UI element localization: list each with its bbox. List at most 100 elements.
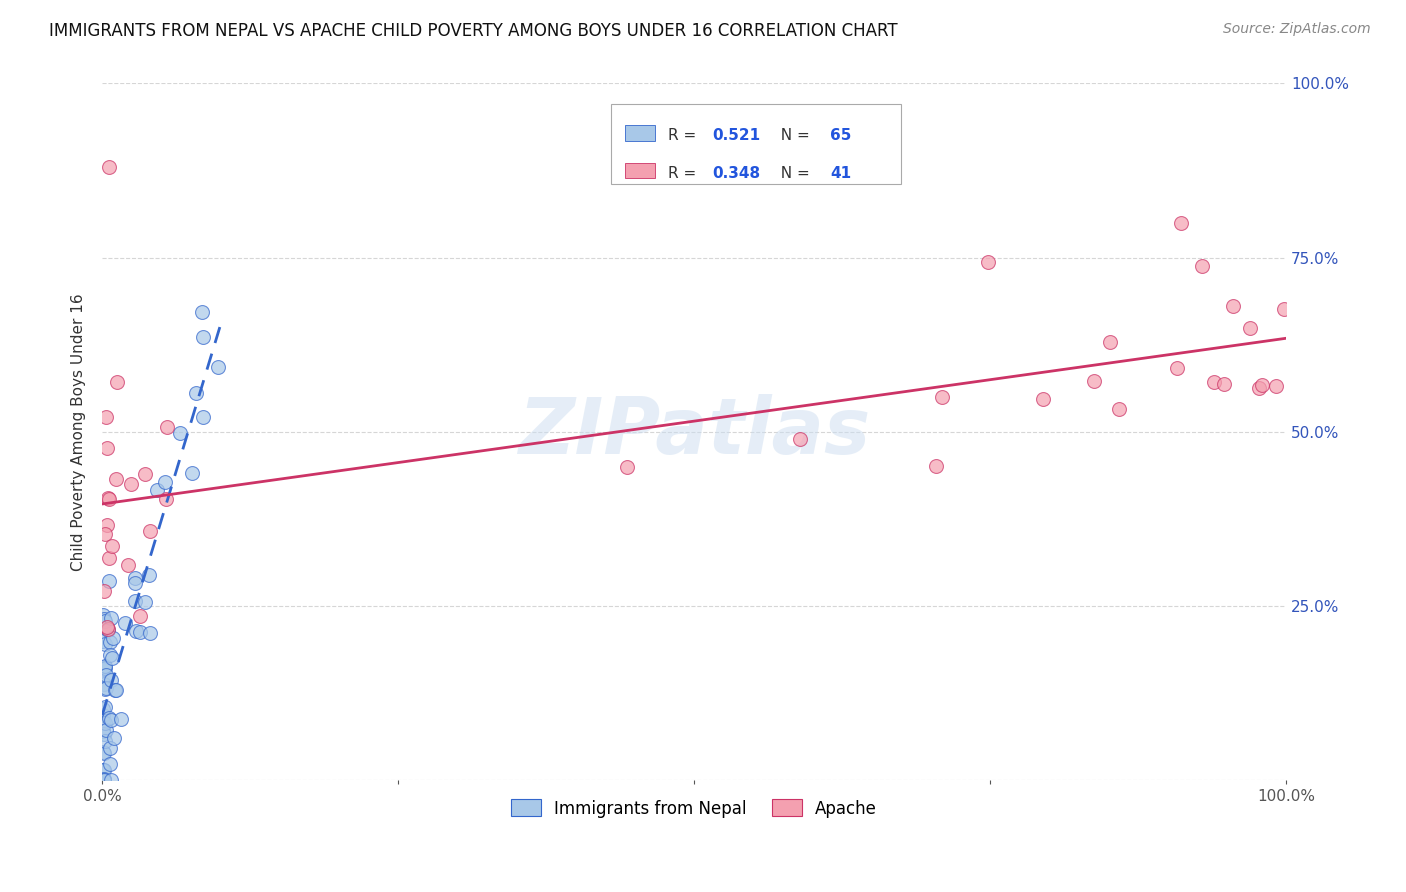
- FancyBboxPatch shape: [626, 125, 655, 141]
- Point: [94, 681, 117, 695]
- Point: [100, 673, 122, 687]
- Point: [93, 773, 115, 788]
- Text: 41: 41: [830, 166, 852, 181]
- Point: [97, 491, 120, 505]
- Point: [1083, 374, 1105, 388]
- Text: 65: 65: [830, 128, 852, 144]
- Point: [1108, 401, 1130, 416]
- Point: [1170, 216, 1192, 230]
- Point: [94, 723, 117, 738]
- Text: 0.521: 0.521: [711, 128, 761, 144]
- Point: [103, 731, 125, 746]
- Point: [100, 773, 122, 788]
- Point: [110, 712, 132, 726]
- Point: [114, 615, 136, 630]
- Point: [93, 638, 115, 652]
- Point: [93, 772, 115, 786]
- Point: [124, 571, 146, 585]
- Point: [105, 375, 128, 389]
- Point: [1032, 392, 1054, 406]
- Point: [94, 661, 117, 675]
- Point: [1098, 334, 1121, 349]
- Point: [155, 492, 177, 507]
- Point: [93, 746, 115, 760]
- Point: [789, 432, 811, 446]
- Point: [129, 608, 152, 623]
- Point: [104, 682, 127, 697]
- Point: [93, 773, 115, 788]
- Point: [96, 620, 118, 634]
- Point: [1249, 381, 1271, 395]
- Point: [1204, 375, 1226, 389]
- Point: [186, 386, 208, 401]
- Point: [91, 724, 114, 739]
- Point: [101, 651, 124, 665]
- Point: [93, 772, 115, 786]
- Point: [91, 707, 114, 722]
- Point: [91, 608, 114, 623]
- Point: [1251, 378, 1274, 392]
- Point: [138, 567, 160, 582]
- Point: [105, 683, 128, 698]
- Point: [100, 713, 122, 727]
- Text: R =: R =: [668, 166, 702, 181]
- Point: [146, 483, 169, 498]
- Point: [124, 624, 146, 639]
- Point: [139, 524, 162, 538]
- Point: [91, 702, 114, 716]
- Point: [124, 576, 146, 591]
- Point: [97, 711, 120, 725]
- Point: [181, 466, 204, 480]
- Point: [931, 390, 953, 404]
- Point: [101, 631, 124, 645]
- Point: [94, 614, 117, 628]
- Point: [129, 624, 152, 639]
- Point: [94, 659, 117, 673]
- Point: [91, 745, 114, 759]
- Text: IMMIGRANTS FROM NEPAL VS APACHE CHILD POVERTY AMONG BOYS UNDER 16 CORRELATION CH: IMMIGRANTS FROM NEPAL VS APACHE CHILD PO…: [49, 22, 898, 40]
- Point: [93, 726, 115, 740]
- Point: [104, 472, 127, 486]
- Point: [134, 467, 156, 481]
- Point: [169, 425, 191, 440]
- Point: [1191, 259, 1213, 273]
- Point: [96, 442, 118, 456]
- Point: [93, 611, 115, 625]
- Point: [93, 660, 115, 674]
- Point: [155, 420, 177, 434]
- Point: [100, 611, 122, 625]
- Legend: Immigrants from Nepal, Apache: Immigrants from Nepal, Apache: [505, 793, 884, 824]
- Point: [94, 715, 117, 730]
- Y-axis label: Child Poverty Among Boys Under 16: Child Poverty Among Boys Under 16: [72, 293, 86, 571]
- Point: [96, 517, 118, 532]
- Point: [193, 410, 215, 425]
- Text: N =: N =: [770, 128, 814, 144]
- Text: R =: R =: [668, 128, 702, 144]
- Point: [98, 741, 121, 756]
- Point: [98, 648, 121, 662]
- Point: [94, 667, 117, 681]
- Point: [139, 625, 162, 640]
- Point: [94, 699, 117, 714]
- Point: [153, 475, 176, 489]
- Point: [1239, 321, 1261, 335]
- FancyBboxPatch shape: [612, 104, 901, 185]
- Point: [98, 574, 121, 589]
- Point: [97, 622, 120, 636]
- Text: 0.348: 0.348: [711, 166, 761, 181]
- Point: [93, 676, 115, 690]
- Point: [117, 558, 139, 573]
- Point: [97, 550, 120, 565]
- Point: [98, 635, 121, 649]
- Point: [191, 330, 214, 344]
- Point: [97, 623, 120, 637]
- Point: [98, 160, 121, 174]
- Point: [100, 539, 122, 553]
- Point: [93, 584, 115, 599]
- FancyBboxPatch shape: [626, 162, 655, 178]
- Point: [120, 476, 142, 491]
- Point: [94, 527, 117, 541]
- Text: N =: N =: [770, 166, 814, 181]
- Point: [1274, 302, 1296, 317]
- Point: [93, 662, 115, 676]
